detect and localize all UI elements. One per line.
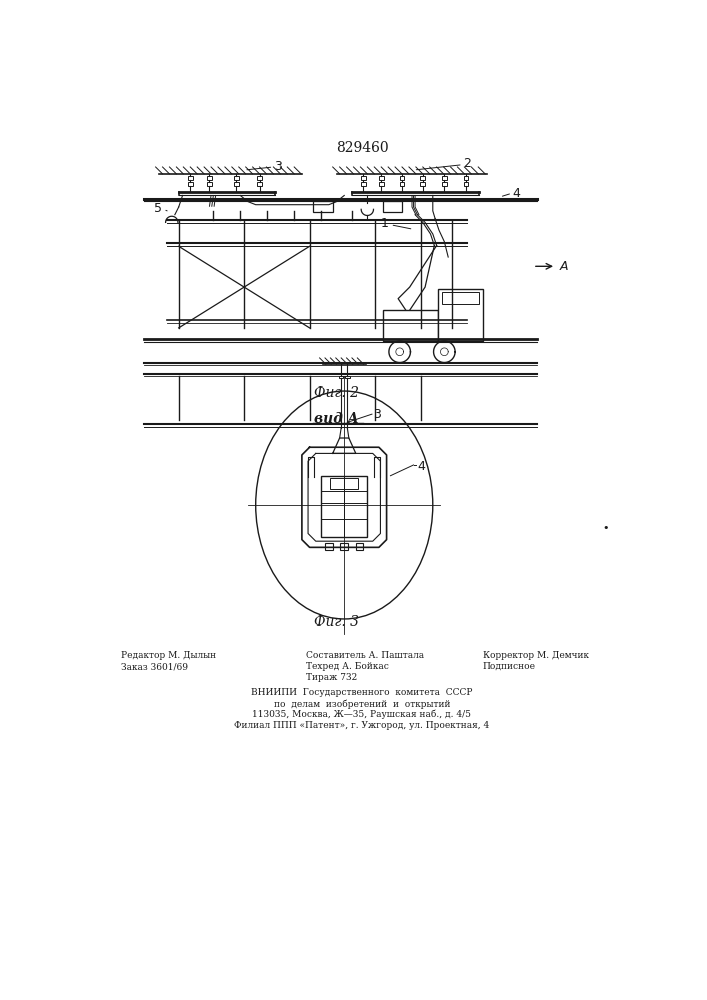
- Text: 113035, Москва, Ж—35, Раушская наб., д. 4/5: 113035, Москва, Ж—35, Раушская наб., д. …: [252, 710, 472, 719]
- Text: 2: 2: [464, 157, 472, 170]
- Text: 1: 1: [381, 217, 389, 230]
- Bar: [399, 182, 404, 186]
- Bar: [340, 543, 348, 550]
- Text: вид A: вид A: [315, 412, 358, 426]
- Bar: [257, 182, 262, 186]
- Text: ВНИИПИ  Государственного  комитета  СССР: ВНИИПИ Государственного комитета СССР: [251, 688, 473, 697]
- Bar: [382, 310, 438, 341]
- Bar: [399, 176, 404, 180]
- Text: Составитель А. Паштала: Составитель А. Паштала: [305, 651, 424, 660]
- Text: Корректор М. Демчик: Корректор М. Демчик: [483, 651, 589, 660]
- Bar: [382, 201, 402, 212]
- Text: 3: 3: [274, 160, 282, 173]
- Bar: [325, 543, 333, 550]
- Bar: [421, 182, 425, 186]
- Bar: [361, 176, 366, 180]
- Text: Техред А. Бойкас: Техред А. Бойкас: [305, 662, 389, 671]
- Text: 829460: 829460: [336, 141, 388, 155]
- Text: Подписное: Подписное: [483, 662, 536, 671]
- Text: A: A: [560, 260, 568, 273]
- Bar: [313, 201, 333, 212]
- Text: Заказ 3601/69: Заказ 3601/69: [121, 662, 188, 671]
- Bar: [442, 182, 447, 186]
- Text: Фиг. 2: Фиг. 2: [314, 386, 359, 400]
- Text: 5: 5: [154, 202, 162, 215]
- Bar: [345, 376, 350, 378]
- Bar: [257, 176, 262, 180]
- Text: 4: 4: [417, 460, 426, 473]
- Bar: [207, 182, 212, 186]
- Bar: [207, 176, 212, 180]
- Bar: [438, 289, 483, 341]
- Bar: [464, 176, 468, 180]
- Bar: [234, 182, 239, 186]
- Bar: [321, 476, 368, 537]
- Text: •: •: [603, 523, 609, 533]
- Bar: [464, 182, 468, 186]
- Bar: [442, 292, 479, 304]
- Bar: [356, 543, 363, 550]
- Bar: [330, 478, 358, 489]
- Bar: [188, 176, 192, 180]
- Bar: [339, 376, 344, 378]
- Bar: [234, 176, 239, 180]
- Bar: [379, 182, 383, 186]
- Text: 4: 4: [512, 187, 520, 200]
- Text: Тираж 732: Тираж 732: [305, 673, 357, 682]
- Text: 3: 3: [373, 408, 381, 421]
- Text: Филиал ППП «Патент», г. Ужгород, ул. Проектная, 4: Филиал ППП «Патент», г. Ужгород, ул. Про…: [234, 721, 489, 730]
- Text: Редактор М. Дылын: Редактор М. Дылын: [121, 651, 216, 660]
- Bar: [361, 182, 366, 186]
- Text: по  делам  изобретений  и  открытий: по делам изобретений и открытий: [274, 699, 450, 709]
- Bar: [379, 176, 383, 180]
- Text: Фиг. 3: Фиг. 3: [314, 615, 359, 629]
- Bar: [421, 176, 425, 180]
- Bar: [188, 182, 192, 186]
- Bar: [442, 176, 447, 180]
